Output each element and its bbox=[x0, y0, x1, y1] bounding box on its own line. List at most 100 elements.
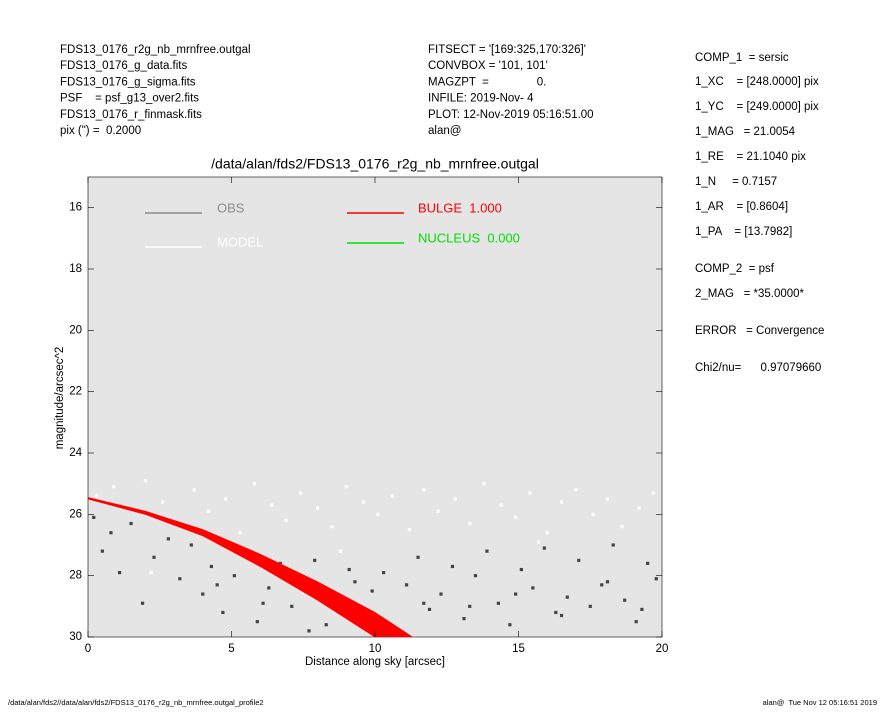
data-point bbox=[382, 571, 386, 575]
y-tick-label: 18 bbox=[69, 263, 82, 275]
data-point bbox=[109, 531, 113, 535]
x-axis-label: Distance along sky [arcsec] bbox=[305, 656, 445, 668]
data-point bbox=[468, 604, 472, 608]
header-middle-line: MAGZPT = 0. bbox=[428, 76, 546, 88]
fit-parameter: 1_MAG = 21.0054 bbox=[695, 126, 796, 138]
legend-label: NUCLEUS 0.000 bbox=[418, 230, 520, 245]
data-point bbox=[450, 564, 455, 569]
data-point bbox=[100, 549, 104, 553]
data-point bbox=[324, 623, 328, 627]
fit-parameter: 1_N = 0.7157 bbox=[695, 176, 777, 188]
data-point bbox=[436, 509, 440, 513]
data-point bbox=[473, 574, 478, 578]
data-point bbox=[117, 571, 122, 575]
data-point bbox=[565, 595, 569, 599]
data-point bbox=[528, 491, 532, 495]
data-point bbox=[344, 485, 348, 489]
data-point bbox=[92, 515, 96, 519]
data-point bbox=[152, 555, 156, 559]
data-point bbox=[370, 589, 374, 593]
data-point bbox=[427, 607, 432, 611]
data-point bbox=[637, 506, 641, 510]
footer-left: /data/alan/fds2//data/alan/fds2/FDS13_01… bbox=[8, 698, 264, 707]
data-point bbox=[313, 558, 317, 562]
data-point bbox=[482, 482, 486, 486]
fit-parameter: ERROR = Convergence bbox=[695, 325, 824, 337]
data-point bbox=[416, 555, 420, 559]
fit-parameter: 1_XC = [248.0000] pix bbox=[695, 76, 819, 88]
header-left-line: PSF = psf_g13_over2.fits bbox=[60, 93, 199, 105]
data-point bbox=[508, 623, 512, 627]
data-point bbox=[330, 525, 334, 529]
y-axis-label: magnitude/arcsec^2 bbox=[54, 347, 66, 450]
data-point bbox=[545, 531, 549, 535]
bulge-band bbox=[88, 497, 414, 637]
data-point bbox=[261, 601, 265, 605]
data-point bbox=[238, 531, 242, 535]
y-tick-label: 26 bbox=[69, 508, 82, 520]
data-point bbox=[623, 598, 627, 602]
data-point bbox=[206, 509, 211, 513]
data-point bbox=[224, 497, 228, 501]
data-point bbox=[468, 521, 472, 526]
data-point bbox=[605, 497, 610, 501]
data-point bbox=[201, 592, 205, 596]
data-point bbox=[439, 592, 443, 596]
data-point bbox=[588, 604, 592, 608]
data-point bbox=[407, 528, 412, 532]
legend-label: BULGE 1.000 bbox=[418, 200, 502, 215]
y-tick-label: 28 bbox=[69, 570, 82, 582]
header-middle-line: alan@ bbox=[428, 125, 461, 137]
fit-parameter: COMP_1 = sersic bbox=[695, 52, 789, 64]
header-middle-line: CONVBOX = '101, 101' bbox=[428, 60, 548, 72]
plot-area bbox=[87, 176, 663, 638]
legend-label: OBS bbox=[217, 200, 245, 215]
data-point bbox=[605, 580, 610, 584]
data-point bbox=[270, 503, 274, 507]
data-point bbox=[554, 610, 558, 615]
data-point bbox=[634, 620, 638, 624]
data-point bbox=[600, 583, 604, 587]
data-point bbox=[422, 601, 426, 605]
data-point bbox=[361, 500, 366, 504]
footer-right: alan@ Tue Nov 12 05:16:51 2019 bbox=[763, 698, 877, 707]
data-point bbox=[209, 564, 214, 569]
plot-content bbox=[88, 479, 658, 637]
data-point bbox=[591, 512, 595, 516]
header-middle-line: PLOT: 12-Nov-2019 05:16:51.00 bbox=[428, 109, 594, 121]
data-point bbox=[129, 521, 133, 526]
data-point bbox=[166, 537, 170, 541]
fit-parameter: 1_RE = 21.1040 pix bbox=[695, 151, 806, 163]
data-point bbox=[278, 561, 282, 565]
chart-title: /data/alan/fds2/FDS13_0176_r2g_nb_mrnfre… bbox=[211, 156, 539, 172]
data-point bbox=[347, 567, 351, 572]
data-point bbox=[611, 543, 615, 547]
data-point bbox=[462, 617, 466, 621]
data-point bbox=[496, 601, 501, 605]
data-point bbox=[232, 574, 236, 578]
data-point bbox=[221, 610, 225, 615]
data-point bbox=[307, 629, 311, 633]
data-point bbox=[531, 586, 535, 590]
data-point bbox=[215, 583, 219, 587]
fit-parameter: Chi2/nu= 0.97079660 bbox=[695, 362, 821, 374]
data-point bbox=[514, 515, 518, 519]
data-point bbox=[574, 488, 578, 492]
data-point bbox=[559, 613, 564, 618]
y-tick-label: 30 bbox=[69, 631, 82, 643]
data-point bbox=[404, 583, 409, 587]
data-point bbox=[651, 491, 655, 495]
data-point bbox=[143, 479, 147, 483]
data-point bbox=[252, 482, 257, 486]
data-point bbox=[95, 494, 99, 498]
header-left-line: FDS13_0176_r_finmask.fits bbox=[60, 109, 202, 121]
data-point bbox=[192, 488, 196, 492]
header-middle-line: INFILE: 2019-Nov- 4 bbox=[428, 93, 534, 105]
data-point bbox=[654, 577, 658, 581]
header-left-line: FDS13_0176_g_sigma.fits bbox=[60, 76, 196, 88]
data-point bbox=[559, 500, 564, 504]
header-middle-line: FITSECT = '[169:325,170:326]' bbox=[428, 44, 586, 56]
data-point bbox=[149, 571, 153, 575]
data-point bbox=[290, 604, 294, 608]
x-tick-label: 5 bbox=[228, 643, 234, 655]
